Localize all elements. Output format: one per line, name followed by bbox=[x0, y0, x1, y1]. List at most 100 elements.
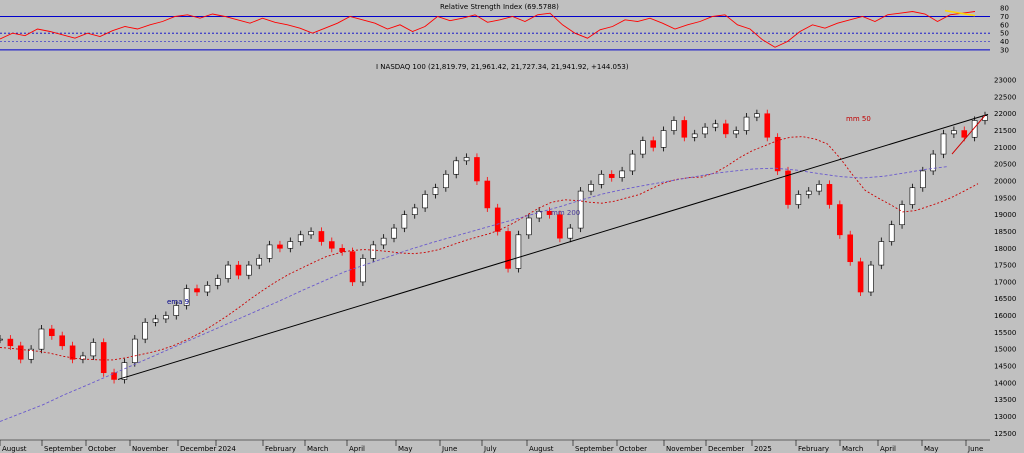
x-tick-label: December bbox=[708, 445, 744, 453]
x-tick-label: August bbox=[529, 445, 554, 453]
x-tick-label: March bbox=[307, 445, 328, 453]
candle-body bbox=[38, 328, 45, 350]
candle-body bbox=[754, 113, 760, 118]
candle-body bbox=[100, 342, 107, 374]
price-ytick-label: 20500 bbox=[994, 161, 1016, 169]
candle-body bbox=[619, 170, 625, 178]
candle-body bbox=[671, 120, 677, 131]
price-ytick-label: 12500 bbox=[994, 430, 1016, 438]
candle-body bbox=[722, 123, 729, 135]
candle-body bbox=[650, 140, 657, 148]
candle-body bbox=[816, 184, 822, 192]
channel-line bbox=[951, 115, 986, 155]
candle-body bbox=[774, 136, 781, 172]
x-tick-label: September bbox=[575, 445, 614, 453]
price-ytick-label: 16500 bbox=[994, 295, 1016, 303]
candle-body bbox=[826, 184, 833, 205]
price-ytick-label: 15000 bbox=[994, 346, 1016, 354]
rsi-ytick-label: 60 bbox=[1000, 21, 1009, 29]
candle-body bbox=[909, 187, 916, 205]
x-tick-label: April bbox=[880, 445, 896, 453]
candle-body bbox=[598, 173, 605, 185]
candle-body bbox=[131, 338, 138, 363]
candle-body bbox=[494, 207, 501, 232]
candle-body bbox=[847, 234, 854, 263]
candle-body bbox=[868, 264, 874, 293]
price-ytick-label: 18000 bbox=[994, 245, 1016, 253]
ema9-label: ema 9 bbox=[167, 298, 189, 306]
candle-body bbox=[878, 241, 885, 266]
candle-body bbox=[546, 210, 553, 215]
candle-body bbox=[577, 190, 584, 229]
price-title: I NASDAQ 100 (21,819.79, 21,961.42, 21,7… bbox=[376, 63, 629, 71]
x-tick-label: October bbox=[88, 445, 116, 453]
candle-body bbox=[743, 116, 750, 131]
candle-body bbox=[17, 345, 24, 360]
candle-body bbox=[940, 133, 947, 155]
price-ytick-label: 14500 bbox=[994, 363, 1016, 371]
mm50-label: mm 50 bbox=[846, 115, 871, 123]
price-ytick-label: 23000 bbox=[994, 77, 1016, 85]
candle-body bbox=[111, 372, 117, 380]
candle-body bbox=[764, 113, 771, 138]
x-tick-label: May bbox=[924, 445, 938, 453]
price-ytick-label: 17500 bbox=[994, 262, 1016, 270]
x-tick-label: December bbox=[180, 445, 216, 453]
candle-body bbox=[173, 305, 180, 316]
candle-body bbox=[432, 187, 439, 195]
rsi-ytick-label: 80 bbox=[1000, 5, 1009, 13]
x-tick-label: June bbox=[441, 445, 457, 453]
candle-body bbox=[90, 342, 97, 357]
rsi-line bbox=[0, 11, 976, 48]
candle-body bbox=[971, 120, 978, 138]
candle-body bbox=[660, 130, 667, 148]
candle-body bbox=[266, 244, 273, 259]
rsi-ytick-label: 40 bbox=[1000, 38, 1009, 46]
mm50-line bbox=[0, 166, 949, 422]
candle-body bbox=[360, 258, 366, 283]
price-ytick-label: 19000 bbox=[994, 211, 1016, 219]
candle-body bbox=[370, 244, 377, 259]
price-ytick-label: 14000 bbox=[994, 379, 1016, 387]
candle-body bbox=[857, 261, 864, 293]
x-tick-label: April bbox=[349, 445, 365, 453]
x-tick-label: November bbox=[132, 445, 169, 453]
candle-body bbox=[899, 204, 905, 226]
price-ytick-label: 17000 bbox=[994, 278, 1016, 286]
x-tick-label: October bbox=[619, 445, 647, 453]
candle-body bbox=[401, 214, 408, 229]
price-ytick-label: 20000 bbox=[994, 178, 1016, 186]
mm200-label: mm 200 bbox=[551, 209, 580, 217]
candle-body bbox=[391, 227, 397, 239]
candle-body bbox=[256, 258, 263, 266]
candle-body bbox=[691, 133, 698, 138]
x-tick-label: March bbox=[842, 445, 863, 453]
x-tick-label: 2025 bbox=[754, 445, 772, 453]
x-tick-label: July bbox=[483, 445, 497, 453]
candle-body bbox=[567, 227, 574, 239]
candle-body bbox=[919, 170, 926, 189]
candle-body bbox=[536, 210, 542, 219]
candle-body bbox=[204, 284, 211, 293]
candle-body bbox=[318, 231, 325, 242]
candle-body bbox=[463, 157, 470, 162]
candle-body bbox=[588, 184, 594, 192]
price-ytick-label: 18500 bbox=[994, 228, 1016, 236]
candle-body bbox=[142, 321, 148, 340]
candle-body bbox=[80, 355, 86, 360]
candle-body bbox=[59, 335, 66, 347]
candle-body bbox=[629, 153, 636, 172]
ema9-line bbox=[0, 136, 979, 361]
candle-body bbox=[961, 130, 968, 138]
candle-body bbox=[785, 170, 791, 205]
x-tick-label: June bbox=[967, 445, 983, 453]
candle-body bbox=[287, 241, 294, 249]
candle-body bbox=[951, 130, 957, 135]
candle-body bbox=[297, 234, 304, 242]
candle-body bbox=[525, 217, 532, 236]
candle-body bbox=[681, 120, 688, 138]
rsi-annotation-line bbox=[944, 9, 976, 17]
candle-body bbox=[702, 126, 708, 135]
